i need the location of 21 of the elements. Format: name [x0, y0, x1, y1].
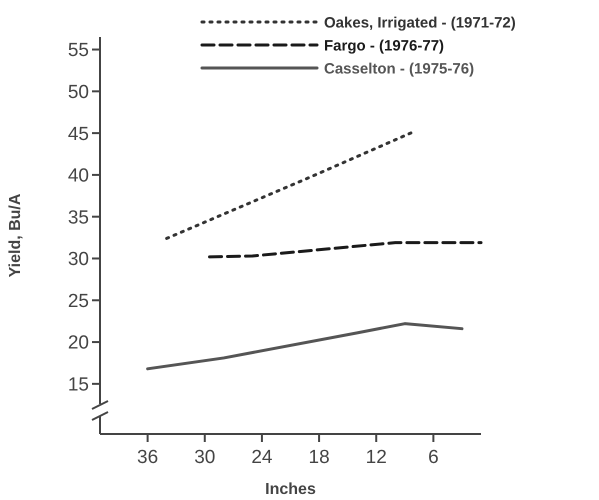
x-tick-label: 18 — [308, 447, 330, 468]
x-axis-title: Inches — [265, 481, 316, 498]
x-tick-label: 24 — [251, 447, 273, 468]
y-tick-label: 30 — [68, 249, 89, 270]
y-tick-label: 15 — [68, 374, 89, 396]
y-tick-label: 35 — [68, 207, 89, 228]
y-tick-label: 50 — [68, 82, 89, 103]
text: Fargo - (1976-77) — [324, 37, 444, 54]
text: Casselton - (1975-76) — [324, 60, 474, 78]
y-tick-label: 20 — [68, 332, 89, 354]
y-tick-label: 25 — [68, 290, 89, 312]
y-tick-label: 40 — [68, 166, 89, 187]
x-tick-label: 30 — [194, 447, 216, 468]
y-tick-label: 55 — [68, 40, 89, 62]
x-tick-label: 36 — [137, 447, 158, 468]
line-series — [146, 322, 464, 370]
x-tick-label: 12 — [366, 447, 387, 468]
x-tick-label: 6 — [428, 447, 439, 468]
y-axis-title: Yield, Bu/A — [7, 193, 24, 278]
y-tick-label: 45 — [68, 124, 89, 145]
text: Oakes, Irrigated - (1971-72) — [324, 14, 516, 32]
